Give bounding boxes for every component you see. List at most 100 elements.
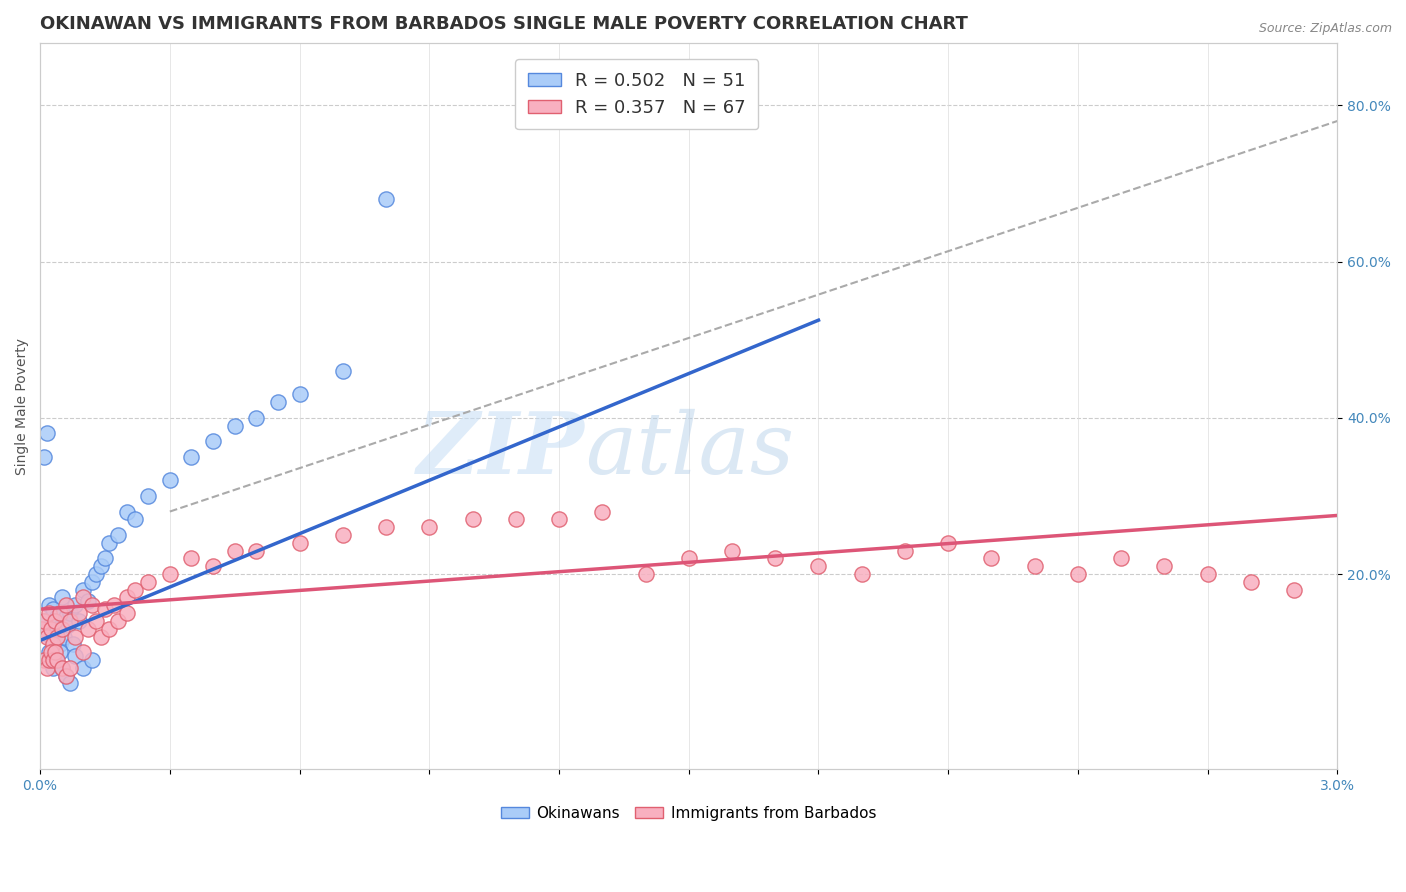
Text: atlas: atlas xyxy=(585,409,794,491)
Point xyxy=(107,528,129,542)
Point xyxy=(59,661,82,675)
Point xyxy=(80,574,103,589)
Point xyxy=(245,410,267,425)
Point xyxy=(107,614,129,628)
Point xyxy=(39,653,62,667)
Point xyxy=(35,426,58,441)
Point xyxy=(35,661,58,675)
Point xyxy=(35,630,58,644)
Point xyxy=(1024,559,1046,574)
Point xyxy=(31,622,53,636)
Point xyxy=(67,606,90,620)
Point xyxy=(115,504,138,518)
Point xyxy=(1282,582,1305,597)
Point xyxy=(31,625,53,640)
Point xyxy=(55,610,77,624)
Point xyxy=(44,645,66,659)
Point xyxy=(76,594,98,608)
Point xyxy=(38,653,60,667)
Point xyxy=(51,622,73,636)
Point xyxy=(94,551,117,566)
Legend: Okinawans, Immigrants from Barbados: Okinawans, Immigrants from Barbados xyxy=(495,800,882,827)
Point xyxy=(202,559,225,574)
Point xyxy=(52,630,75,644)
Point xyxy=(51,661,73,675)
Point xyxy=(115,591,138,605)
Point xyxy=(55,599,77,613)
Point xyxy=(59,676,82,690)
Point xyxy=(48,645,70,659)
Point xyxy=(34,614,56,628)
Point xyxy=(46,630,69,644)
Point xyxy=(55,668,77,682)
Point xyxy=(72,582,94,597)
Point xyxy=(1240,574,1263,589)
Y-axis label: Single Male Poverty: Single Male Poverty xyxy=(15,337,30,475)
Point xyxy=(46,653,69,667)
Point xyxy=(634,567,657,582)
Point xyxy=(90,630,112,644)
Point xyxy=(72,645,94,659)
Point xyxy=(34,653,56,667)
Point xyxy=(936,536,959,550)
Point xyxy=(591,504,613,518)
Point xyxy=(38,606,60,620)
Point xyxy=(375,520,398,534)
Point xyxy=(1067,567,1090,582)
Point xyxy=(59,606,82,620)
Point xyxy=(224,543,246,558)
Point xyxy=(72,661,94,675)
Point xyxy=(90,559,112,574)
Point xyxy=(63,599,86,613)
Point xyxy=(980,551,1002,566)
Point xyxy=(51,591,73,605)
Point xyxy=(76,622,98,636)
Point xyxy=(505,512,527,526)
Text: Source: ZipAtlas.com: Source: ZipAtlas.com xyxy=(1258,22,1392,36)
Text: OKINAWAN VS IMMIGRANTS FROM BARBADOS SINGLE MALE POVERTY CORRELATION CHART: OKINAWAN VS IMMIGRANTS FROM BARBADOS SIN… xyxy=(41,15,967,33)
Point xyxy=(38,645,60,659)
Point xyxy=(34,450,56,464)
Point xyxy=(267,395,290,409)
Point xyxy=(42,602,65,616)
Point xyxy=(42,653,65,667)
Point xyxy=(63,630,86,644)
Point xyxy=(224,418,246,433)
Point xyxy=(35,622,58,636)
Point xyxy=(39,630,62,644)
Point xyxy=(38,599,60,613)
Point xyxy=(39,622,62,636)
Point xyxy=(180,450,202,464)
Point xyxy=(44,622,66,636)
Point xyxy=(288,536,311,550)
Point xyxy=(375,192,398,206)
Point xyxy=(1153,559,1175,574)
Point xyxy=(678,551,700,566)
Text: ZIP: ZIP xyxy=(418,408,585,491)
Point xyxy=(136,574,159,589)
Point xyxy=(202,434,225,449)
Point xyxy=(332,364,354,378)
Point xyxy=(86,567,108,582)
Point xyxy=(67,614,90,628)
Point xyxy=(80,599,103,613)
Point xyxy=(418,520,440,534)
Point xyxy=(44,653,66,667)
Point xyxy=(42,637,65,651)
Point xyxy=(59,614,82,628)
Point xyxy=(136,489,159,503)
Point xyxy=(332,528,354,542)
Point xyxy=(894,543,917,558)
Point xyxy=(1109,551,1132,566)
Point xyxy=(44,614,66,628)
Point xyxy=(124,512,146,526)
Point xyxy=(98,536,121,550)
Point xyxy=(80,653,103,667)
Point xyxy=(55,668,77,682)
Point xyxy=(42,661,65,675)
Point xyxy=(62,637,84,651)
Point xyxy=(245,543,267,558)
Point xyxy=(94,602,117,616)
Point xyxy=(46,610,69,624)
Point xyxy=(34,614,56,628)
